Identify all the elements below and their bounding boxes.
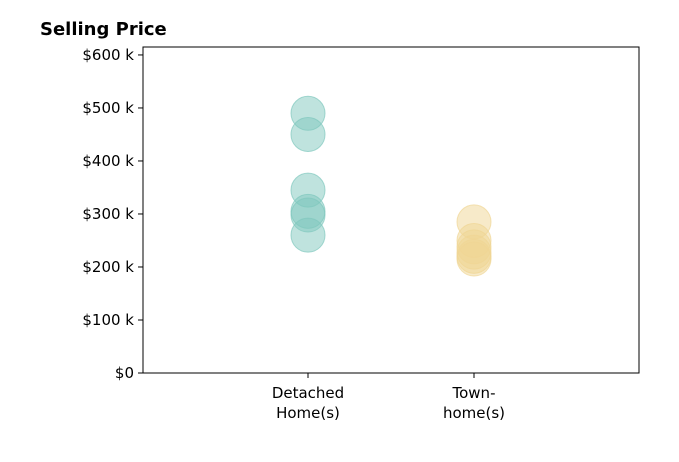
y-axis: $0 $100 k $200 k $300 k $400 k $500 k $600 k (82, 46, 143, 382)
plot-area (142, 46, 640, 374)
chart-title: Selling Price (40, 19, 167, 40)
y-tick-label: $200 k (82, 258, 134, 276)
data-point (290, 116, 326, 152)
x-tick-label: Town-home(s) (443, 384, 505, 422)
x-axis: Detached Home(s) Town-home(s) (272, 373, 505, 422)
y-tick-label: $600 k (82, 46, 134, 64)
y-tick-label: $400 k (82, 152, 134, 170)
y-tick-label: $100 k (82, 311, 134, 329)
data-point (456, 241, 492, 277)
y-tick-label: $500 k (82, 99, 134, 117)
x-tick-label: Detached Home(s) (272, 384, 344, 422)
y-tick-label: $300 k (82, 205, 134, 223)
data-points (290, 95, 492, 277)
data-point (290, 217, 326, 253)
y-tick-label: $0 (115, 364, 134, 382)
